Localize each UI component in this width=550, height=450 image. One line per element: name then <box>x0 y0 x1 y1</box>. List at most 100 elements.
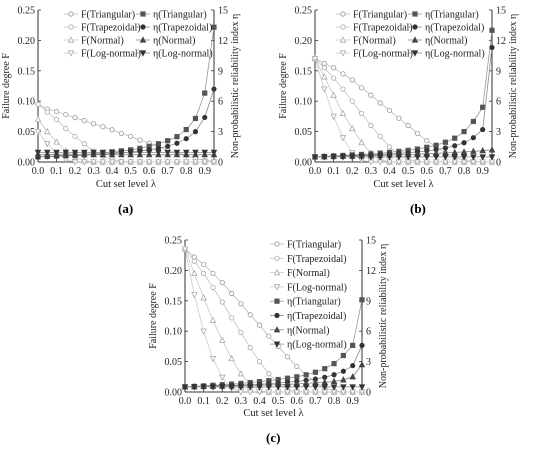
x-tick-label: 0.6 <box>291 396 304 407</box>
data-point <box>174 140 180 146</box>
panel-label-c-text: (c) <box>266 430 281 445</box>
data-point <box>256 322 263 328</box>
data-point <box>488 154 496 161</box>
data-point <box>211 24 217 30</box>
data-point <box>433 142 439 148</box>
data-point <box>71 149 79 157</box>
data-point <box>173 149 181 157</box>
data-point <box>293 384 301 391</box>
legend: F(Triangular) F(Trapezoidal) F(Normal) F(Lo… <box>270 240 347 351</box>
y-axis-label-right: Non-probabilistic reliability index η <box>230 14 241 158</box>
legend-label: η(Log-normal) <box>425 49 485 60</box>
right-tick-label: 6 <box>496 97 501 108</box>
data-point <box>182 149 190 157</box>
data-point <box>330 113 337 121</box>
data-point <box>266 371 272 377</box>
left-tick-label: 0.15 <box>165 296 183 307</box>
x-tick-label: 0.0 <box>309 166 322 177</box>
data-point <box>489 44 495 51</box>
data-point <box>396 115 402 121</box>
data-point <box>210 270 216 277</box>
data-point <box>72 133 78 140</box>
data-point <box>109 127 115 133</box>
data-point <box>90 159 97 166</box>
legend-label: η(Triangular) <box>425 10 479 21</box>
data-point <box>414 154 421 161</box>
x-tick-label: 0.9 <box>198 166 211 177</box>
left-tick-label: 0.05 <box>165 357 183 368</box>
left-tick-label: 0.20 <box>165 266 183 277</box>
data-point <box>386 107 393 113</box>
data-point <box>44 149 51 157</box>
data-point <box>460 148 468 155</box>
data-point <box>44 141 51 148</box>
y-axis-label-left: Failure degree F <box>1 53 12 119</box>
legend-label: η(Normal) <box>287 325 329 336</box>
data-point <box>358 138 365 146</box>
x-tick-label: 0.3 <box>235 396 248 407</box>
data-point <box>311 56 319 63</box>
data-point <box>460 154 468 161</box>
data-point <box>181 384 189 391</box>
data-point <box>209 355 217 363</box>
legend-marker <box>340 24 346 30</box>
data-point <box>470 135 476 141</box>
data-point <box>228 315 235 321</box>
legend-label: F(Triangular) <box>81 10 135 21</box>
data-point <box>192 149 199 157</box>
legend-label: η(Normal) <box>153 36 195 47</box>
x-axis-label: Cut set level λ <box>243 408 304 419</box>
data-point <box>209 316 217 323</box>
data-point <box>432 154 440 161</box>
data-point <box>155 149 162 157</box>
data-point <box>377 100 383 106</box>
data-point <box>192 115 199 122</box>
x-tick-label: 0.2 <box>69 166 82 177</box>
x-tick-label: 0.1 <box>197 396 210 407</box>
legend-label: F(Trapezoidal) <box>287 254 347 265</box>
data-point <box>155 141 162 147</box>
y-axis-label-right: Non-probabilistic reliability index η <box>508 14 519 158</box>
data-point <box>330 384 338 391</box>
data-point <box>331 372 337 378</box>
data-point <box>359 297 365 303</box>
right-tick-label: 15 <box>496 6 506 17</box>
left-tick-label: 0.25 <box>165 236 183 247</box>
data-point <box>173 159 181 166</box>
data-point <box>488 146 496 153</box>
data-point <box>90 149 97 157</box>
x-tick-label: 0.5 <box>402 166 415 177</box>
data-point <box>200 384 207 391</box>
data-point <box>368 92 374 98</box>
data-point <box>350 342 356 348</box>
data-point <box>53 116 60 123</box>
data-point <box>219 299 225 305</box>
data-point <box>303 372 309 378</box>
right-tick-label: 3 <box>496 127 501 138</box>
left-tick-label: 0.15 <box>295 66 313 77</box>
data-point <box>339 109 347 116</box>
data-point <box>386 154 393 161</box>
data-point <box>237 384 245 391</box>
data-point <box>266 333 272 339</box>
legend-label: η(Triangular) <box>153 10 207 21</box>
legend: F(Triangular) F(Trapezoidal) F(Normal) F(Lo… <box>336 10 485 60</box>
left-tick-label: 0.00 <box>18 158 36 169</box>
data-point <box>294 374 300 380</box>
right-tick-label: 9 <box>496 66 501 77</box>
data-point <box>340 368 346 374</box>
x-tick-label: 0.8 <box>180 166 193 177</box>
legend-label: η(Trapezoidal) <box>153 23 212 34</box>
right-tick-label: 9 <box>366 296 371 307</box>
data-point <box>108 149 116 157</box>
legend-marker <box>67 50 75 57</box>
y-axis-label-right: Non-probabilistic reliability index η <box>378 244 389 388</box>
data-point <box>302 384 310 391</box>
data-point <box>358 110 365 116</box>
legend-label: η(Triangular) <box>287 297 341 308</box>
legend: F(Triangular) F(Trapezoidal) F(Normal) F(Lo… <box>64 10 213 60</box>
legend-marker <box>411 50 419 57</box>
data-point <box>340 86 346 92</box>
x-tick-label: 0.9 <box>346 396 359 407</box>
data-point <box>358 384 366 391</box>
